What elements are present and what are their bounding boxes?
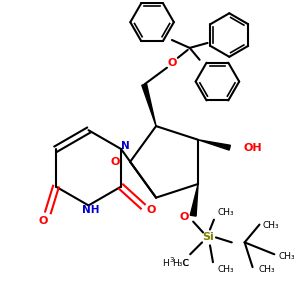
Text: CH₃: CH₃ bbox=[262, 220, 279, 230]
Text: CH₃: CH₃ bbox=[278, 252, 295, 261]
Text: Si: Si bbox=[202, 232, 214, 242]
Text: CH₃: CH₃ bbox=[218, 208, 235, 217]
Text: O: O bbox=[38, 216, 48, 226]
Text: OH: OH bbox=[244, 143, 262, 153]
Polygon shape bbox=[142, 84, 156, 126]
Polygon shape bbox=[198, 140, 230, 150]
Text: NH: NH bbox=[82, 205, 99, 215]
Text: O: O bbox=[146, 206, 155, 215]
Text: CH₃: CH₃ bbox=[259, 265, 275, 274]
Text: CH₃: CH₃ bbox=[218, 265, 235, 274]
Text: N: N bbox=[121, 141, 129, 151]
Text: O: O bbox=[180, 212, 189, 222]
Text: 3: 3 bbox=[170, 257, 174, 263]
Text: O: O bbox=[167, 58, 177, 68]
Text: C: C bbox=[182, 259, 188, 268]
Text: O: O bbox=[111, 157, 120, 167]
Text: H₃C: H₃C bbox=[172, 259, 189, 268]
Polygon shape bbox=[190, 184, 198, 216]
Text: H: H bbox=[162, 259, 168, 268]
